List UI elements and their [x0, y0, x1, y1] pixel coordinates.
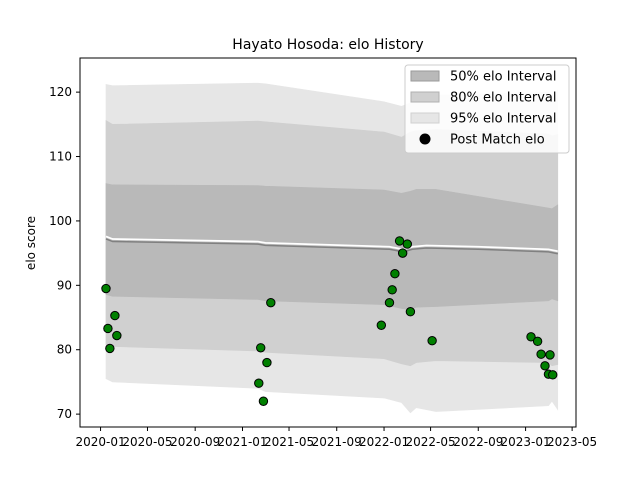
x-tick-label: 2021-01 — [217, 435, 267, 449]
post-match-point — [548, 370, 558, 380]
y-tick-label: 100 — [49, 214, 72, 228]
post-match-point — [376, 320, 387, 330]
x-tick-label: 2020-09 — [170, 435, 220, 449]
post-match-point — [405, 307, 416, 317]
post-match-point — [536, 349, 546, 359]
legend-label: 50% elo Interval — [450, 70, 557, 85]
x-tick-label: 2022-05 — [406, 435, 456, 449]
legend-label: 95% elo Interval — [450, 112, 557, 127]
x-tick-label: 2020-01 — [75, 435, 125, 449]
x-tick-label: 2023-01 — [501, 435, 551, 449]
post-match-point — [256, 343, 266, 353]
band-2 — [105, 183, 559, 311]
chart-title: Hayato Hosoda: elo History — [232, 37, 423, 53]
post-match-point — [427, 336, 437, 346]
post-match-point — [402, 239, 413, 249]
post-match-point — [397, 248, 408, 258]
y-tick-label: 70 — [57, 407, 72, 421]
axes-frame — [79, 57, 577, 428]
post-match-point — [105, 343, 115, 354]
x-tick-label: 2022-09 — [453, 435, 503, 449]
x-tick-label: 2021-09 — [312, 435, 362, 449]
y-tick-label: 120 — [49, 85, 72, 99]
post-match-point — [387, 285, 397, 295]
y-tick-label: 80 — [57, 343, 72, 357]
post-match-point — [545, 350, 555, 360]
axes: 2020-012020-052020-092021-012021-052021-… — [49, 57, 597, 449]
legend-swatch — [410, 70, 440, 82]
y-tick-label: 90 — [57, 278, 72, 292]
post-match-point — [540, 361, 550, 371]
x-tick-label: 2022-01 — [359, 435, 409, 449]
legend-marker — [419, 133, 431, 145]
post-match-point — [394, 236, 405, 246]
post-match-point — [526, 332, 536, 342]
post-match-point — [384, 298, 395, 308]
plot-area — [101, 82, 559, 414]
y-tick-label: 110 — [49, 150, 72, 164]
x-tick-label: 2023-05 — [547, 435, 597, 449]
legend-box — [404, 64, 570, 154]
post-match-point — [254, 378, 264, 388]
legend-label: 80% elo Interval — [450, 91, 557, 106]
legend: 50% elo Interval 80% elo Interval 95% elo … — [404, 64, 570, 154]
x-tick-label: 2021-05 — [264, 435, 314, 449]
post-match-point — [390, 269, 400, 279]
post-match-point — [101, 283, 111, 294]
post-match-point — [110, 310, 120, 321]
x-tick-label: 2020-05 — [122, 435, 172, 449]
post-match-point — [258, 396, 269, 406]
post-match-point — [532, 336, 543, 347]
post-match-point — [266, 298, 276, 308]
legend-swatch — [410, 91, 440, 103]
legend-label: Post Match elo — [450, 133, 545, 148]
post-match-point — [262, 357, 272, 368]
post-match-point — [112, 330, 122, 341]
legend-swatch — [410, 112, 440, 124]
y-axis-label: elo score — [24, 216, 38, 270]
post-match-point — [103, 323, 113, 334]
